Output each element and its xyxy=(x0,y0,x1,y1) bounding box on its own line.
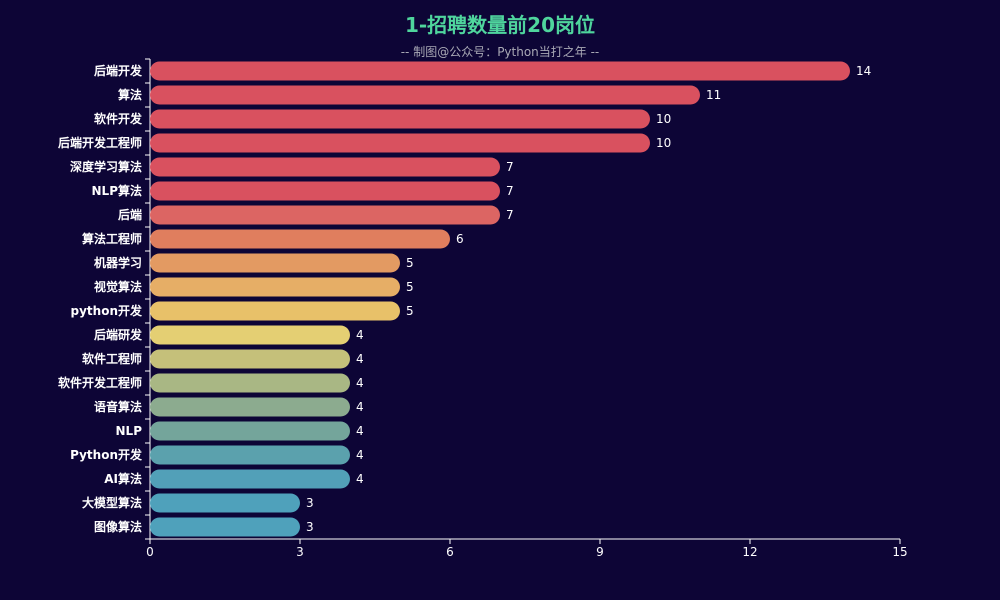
bar xyxy=(150,181,500,201)
bar xyxy=(150,373,350,393)
value-label: 5 xyxy=(406,256,414,270)
bar xyxy=(150,325,350,345)
category-label: 软件开发工程师 xyxy=(58,375,142,390)
category-label: 软件工程师 xyxy=(82,351,142,366)
value-label: 3 xyxy=(306,496,314,510)
bar xyxy=(150,61,850,81)
category-label: NLP xyxy=(116,424,143,438)
category-label: 语音算法 xyxy=(94,399,142,414)
value-label: 10 xyxy=(656,136,671,150)
value-label: 5 xyxy=(406,280,414,294)
value-label: 4 xyxy=(356,448,364,462)
category-label: AI算法 xyxy=(104,471,142,486)
bar xyxy=(150,517,300,537)
x-tick-label: 9 xyxy=(596,545,604,559)
x-tick-label: 12 xyxy=(742,545,757,559)
bar xyxy=(150,493,300,513)
category-label: 图像算法 xyxy=(94,519,142,534)
chart-subtitle: -- 制图@公众号：Python当打之年 -- xyxy=(401,45,600,59)
category-label: 机器学习 xyxy=(94,255,142,270)
category-label: 后端开发工程师 xyxy=(58,135,142,150)
x-tick-label: 3 xyxy=(296,545,304,559)
category-label: 算法 xyxy=(118,87,142,102)
bar xyxy=(150,109,650,129)
x-tick-label: 6 xyxy=(446,545,454,559)
plot-area: 0 3 6 9 12 15 后端开发 14 算法 11 软件开发 10 后端开发工程师 10 深度学习算法 7… xyxy=(58,58,908,559)
x-tick-label: 15 xyxy=(892,545,907,559)
category-label: 深度学习算法 xyxy=(70,159,142,174)
category-label: python开发 xyxy=(71,303,143,318)
bar xyxy=(150,85,700,105)
bar xyxy=(150,277,400,297)
value-label: 7 xyxy=(506,184,514,198)
bar xyxy=(150,229,450,249)
category-label: 后端研发 xyxy=(94,327,143,342)
value-label: 11 xyxy=(706,88,721,102)
value-label: 6 xyxy=(456,232,464,246)
category-label: 软件开发 xyxy=(94,111,143,126)
bar xyxy=(150,397,350,417)
category-label: 算法工程师 xyxy=(82,231,142,246)
value-label: 14 xyxy=(856,64,871,78)
bar xyxy=(150,349,350,369)
bar xyxy=(150,445,350,465)
bar xyxy=(150,205,500,225)
chart-title: 1-招聘数量前20岗位 xyxy=(405,13,595,37)
bar xyxy=(150,133,650,153)
value-label: 5 xyxy=(406,304,414,318)
value-label: 4 xyxy=(356,424,364,438)
category-label: NLP算法 xyxy=(92,183,143,198)
category-label: 后端开发 xyxy=(94,63,143,78)
bar xyxy=(150,421,350,441)
value-label: 4 xyxy=(356,400,364,414)
category-label: 大模型算法 xyxy=(82,495,142,510)
bar xyxy=(150,157,500,177)
value-label: 3 xyxy=(306,520,314,534)
bar xyxy=(150,301,400,321)
value-label: 7 xyxy=(506,208,514,222)
bar xyxy=(150,253,400,273)
value-label: 4 xyxy=(356,376,364,390)
value-label: 7 xyxy=(506,160,514,174)
value-label: 10 xyxy=(656,112,671,126)
category-label: 视觉算法 xyxy=(94,279,142,294)
category-label: Python开发 xyxy=(70,447,143,462)
bar xyxy=(150,469,350,489)
value-label: 4 xyxy=(356,472,364,486)
value-label: 4 xyxy=(356,328,364,342)
value-label: 4 xyxy=(356,352,364,366)
category-label: 后端 xyxy=(118,207,142,222)
x-tick-label: 0 xyxy=(146,545,154,559)
